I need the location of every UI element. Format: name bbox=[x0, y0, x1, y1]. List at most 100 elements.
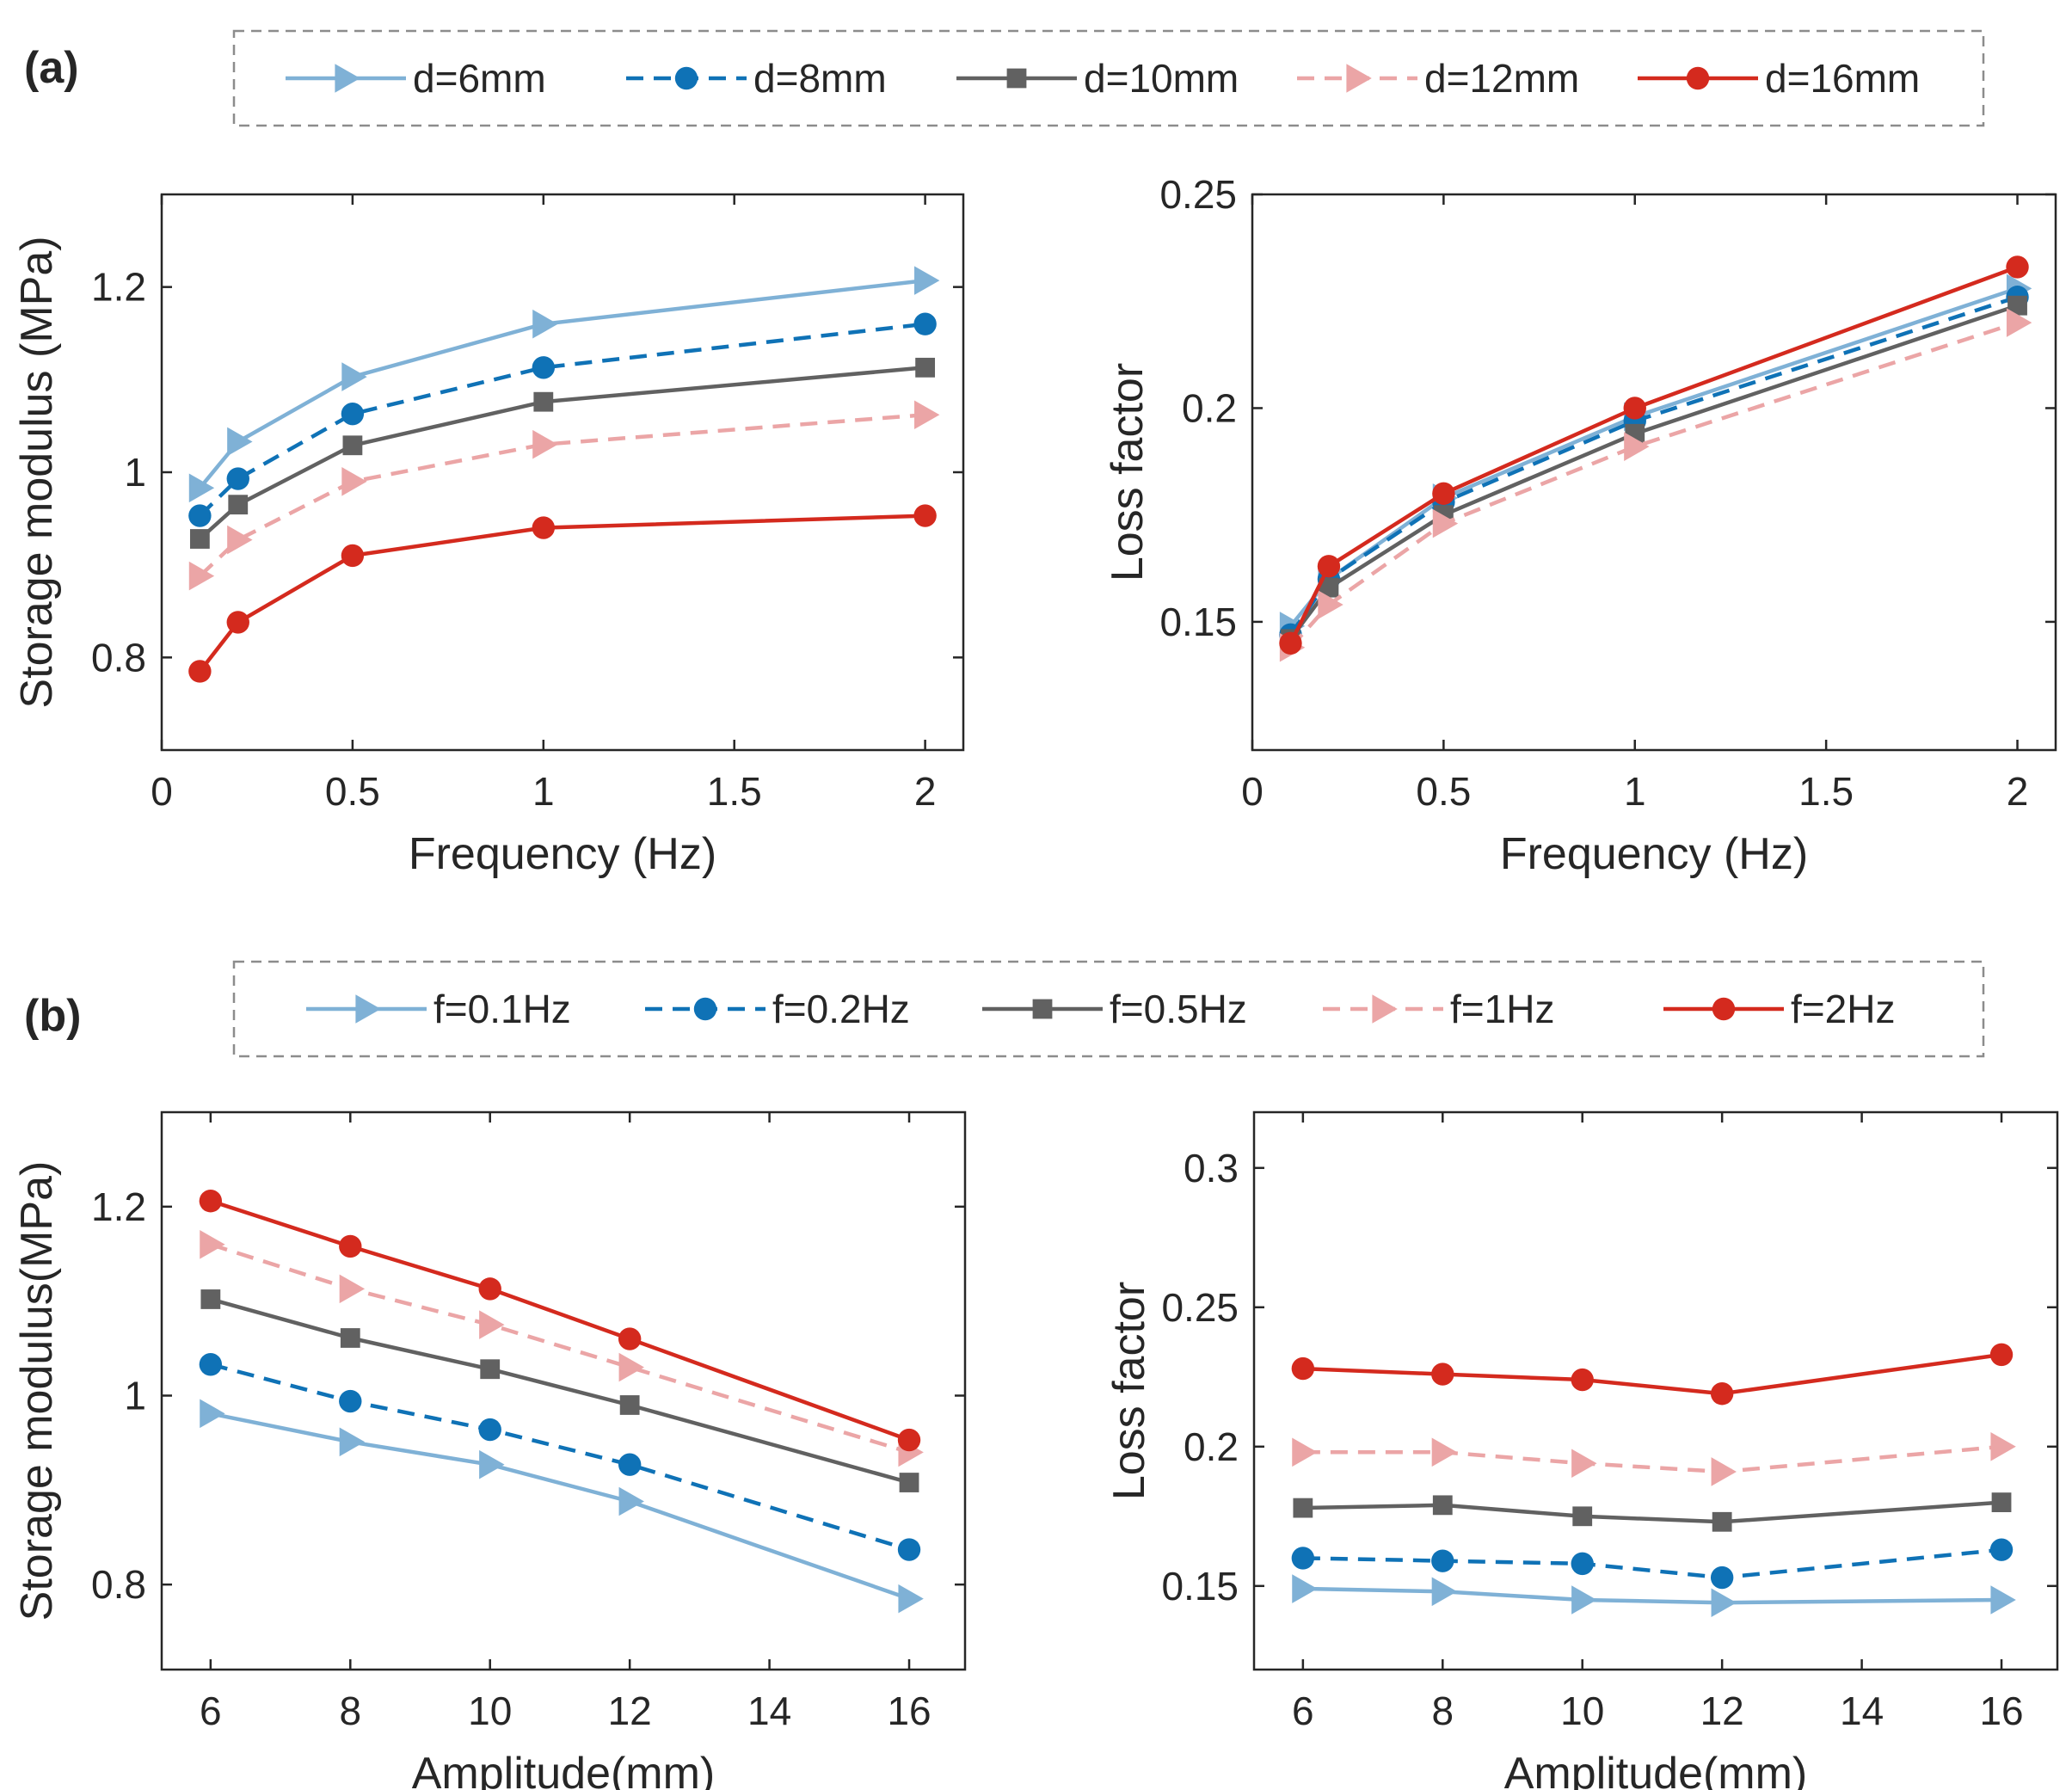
y-tick-label: 1.2 bbox=[91, 1184, 146, 1229]
legend-item-f-0-2hz: f=0.2Hz bbox=[645, 987, 910, 1031]
data-point-d-12mm bbox=[1318, 590, 1343, 619]
series-line-d-10mm bbox=[198, 366, 925, 541]
plot-frame bbox=[1252, 1110, 2059, 1671]
data-point-f-2hz bbox=[478, 1277, 501, 1301]
x-tick-label: 6 bbox=[1292, 1689, 1314, 1733]
data-point-f-0-5hz bbox=[340, 1328, 360, 1348]
series-line-d-16mm bbox=[198, 514, 925, 673]
data-point-d-16mm bbox=[913, 504, 937, 527]
series-line-d-6mm bbox=[1288, 286, 2019, 628]
series-line-f-1hz bbox=[210, 1242, 910, 1455]
x-tick-label: 1 bbox=[532, 769, 555, 814]
legend-marker-f-2hz bbox=[1712, 997, 1736, 1021]
data-point-d-12mm bbox=[227, 525, 253, 555]
y-axis-title: Storage modulus (MPa) bbox=[12, 236, 62, 708]
data-point-f-0-1hz bbox=[339, 1427, 366, 1457]
legend-item-f-0-5hz: f=0.5Hz bbox=[982, 987, 1247, 1031]
data-point-f-0-5hz bbox=[1572, 1506, 1593, 1527]
series-line-f-2hz bbox=[210, 1199, 910, 1442]
data-point-d-12mm bbox=[341, 466, 367, 496]
chart-storage-modulus-vs-amplitude: 6 8 10 12 14 16 0.8 1 1.2 Amplitude(mm) Storage mo… bbox=[12, 1110, 967, 1790]
x-tick-label: 2 bbox=[2007, 769, 2029, 814]
legend-label-d-16mm: d=16mm bbox=[1765, 56, 1920, 101]
x-tick-label: 8 bbox=[1431, 1689, 1454, 1733]
x-tick-label: 1.5 bbox=[707, 769, 762, 814]
data-point-d-8mm bbox=[341, 402, 365, 426]
legend-marker-f-0-5hz bbox=[1032, 999, 1053, 1019]
legend-item-f-1hz: f=1Hz bbox=[1323, 987, 1554, 1031]
legend-item-f-0-1hz: f=0.1Hz bbox=[306, 987, 571, 1031]
data-point-d-12mm bbox=[914, 400, 940, 430]
data-point-f-0-5hz bbox=[480, 1359, 501, 1380]
legend-marker-d-12mm bbox=[1346, 64, 1372, 93]
x-tick-label: 14 bbox=[747, 1689, 791, 1733]
legend-marker-f-0-2hz bbox=[693, 997, 717, 1021]
x-tick-label: 10 bbox=[1560, 1689, 1604, 1733]
data-point-d-10mm bbox=[915, 357, 936, 378]
series-line-d-6mm bbox=[198, 278, 925, 489]
data-point-d-12mm bbox=[532, 429, 558, 459]
series-line-d-8mm bbox=[1288, 295, 2019, 637]
legend-item-d-12mm: d=12mm bbox=[1297, 56, 1579, 101]
data-point-f-2hz bbox=[1291, 1356, 1315, 1381]
y-tick-label: 0.25 bbox=[1161, 1285, 1239, 1330]
data-point-d-10mm bbox=[228, 495, 249, 515]
series-line-f-0-1hz bbox=[1302, 1586, 2002, 1605]
x-tick-label: 1 bbox=[1624, 769, 1646, 814]
data-point-d-16mm bbox=[2006, 255, 2029, 279]
legend-item-d-10mm: d=10mm bbox=[956, 56, 1239, 101]
data-point-f-1hz bbox=[1292, 1437, 1318, 1467]
x-axis-title: Amplitude(mm) bbox=[1504, 1749, 1808, 1790]
data-point-f-0-1hz bbox=[1292, 1574, 1318, 1603]
x-tick-label: 2 bbox=[914, 769, 937, 814]
data-point-f-0-5hz bbox=[1991, 1492, 2012, 1512]
data-point-f-0-2hz bbox=[618, 1453, 642, 1476]
series-f-0-2hz bbox=[199, 1353, 921, 1561]
series-d-8mm bbox=[188, 312, 937, 527]
legend-label-f-2hz: f=2Hz bbox=[1791, 987, 1895, 1031]
data-point-d-10mm bbox=[533, 391, 554, 412]
data-point-d-16mm bbox=[341, 544, 365, 568]
legend-label-f-0-1hz: f=0.1Hz bbox=[433, 987, 571, 1031]
series-d-6mm bbox=[1279, 274, 2032, 641]
y-tick-label: 1 bbox=[124, 1373, 146, 1418]
data-point-d-12mm bbox=[1432, 508, 1459, 538]
legend-item-d-6mm: d=6mm bbox=[286, 56, 546, 101]
data-point-f-0-2hz bbox=[1431, 1549, 1454, 1572]
data-point-f-0-2hz bbox=[897, 1538, 921, 1561]
x-tick-label: 10 bbox=[468, 1689, 512, 1733]
y-tick-label: 0.15 bbox=[1159, 600, 1237, 644]
legend-border bbox=[232, 29, 1985, 127]
legend-item-d-8mm: d=8mm bbox=[626, 56, 887, 101]
y-axis-title: Loss factor bbox=[1104, 1282, 1154, 1500]
data-point-d-8mm bbox=[532, 356, 556, 379]
data-point-f-1hz bbox=[1571, 1449, 1597, 1479]
data-point-f-0-2hz bbox=[1571, 1552, 1594, 1576]
series-f-0-5hz bbox=[200, 1289, 919, 1492]
legend-label-d-10mm: d=10mm bbox=[1084, 56, 1239, 101]
x-tick-label: 0.5 bbox=[1416, 769, 1471, 814]
data-point-d-16mm bbox=[1317, 555, 1341, 578]
legend-marker-d-8mm bbox=[674, 66, 698, 90]
data-point-f-0-5hz bbox=[619, 1395, 640, 1415]
data-point-f-1hz bbox=[1990, 1432, 2016, 1461]
y-tick-label: 1 bbox=[124, 450, 146, 495]
data-point-d-8mm bbox=[226, 467, 249, 490]
y-axis-title: Loss factor bbox=[1103, 363, 1153, 581]
data-point-d-12mm bbox=[2006, 308, 2032, 337]
data-point-f-2hz bbox=[1710, 1382, 1734, 1406]
y-tick-label: 0.2 bbox=[1184, 1424, 1239, 1469]
data-point-d-6mm bbox=[227, 427, 253, 457]
x-tick-label: 12 bbox=[608, 1689, 652, 1733]
data-point-f-2hz bbox=[1431, 1362, 1454, 1386]
data-point-d-12mm bbox=[1624, 432, 1650, 461]
data-point-f-0-2hz bbox=[199, 1353, 223, 1376]
series-line-d-12mm bbox=[198, 412, 925, 578]
y-axis-title: Storage modulus(MPa) bbox=[12, 1161, 62, 1621]
legend-item-f-2hz: f=2Hz bbox=[1663, 987, 1895, 1031]
data-point-f-1hz bbox=[479, 1310, 505, 1339]
chart-loss-factor-vs-frequency: 0 0.5 1 1.5 2 0.15 0.2 0.25 Frequency (Hz) Loss f… bbox=[1103, 172, 2057, 879]
series-d-6mm bbox=[188, 266, 940, 503]
series-d-12mm bbox=[1279, 308, 2032, 662]
